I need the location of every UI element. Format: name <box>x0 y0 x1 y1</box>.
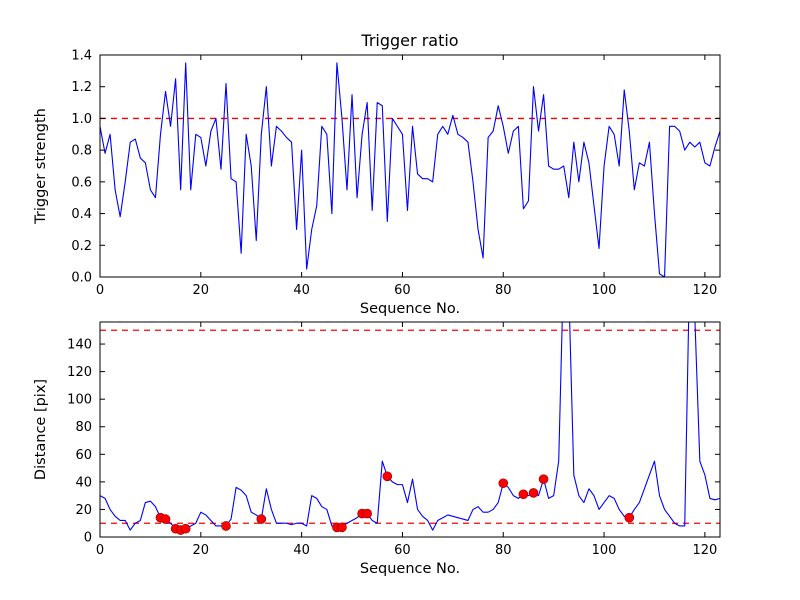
scatter-point <box>498 478 509 489</box>
x-tick-label: 0 <box>96 543 104 558</box>
scatter-point <box>362 508 372 519</box>
x-tick-label: 120 <box>692 543 717 558</box>
y-tick-label: 1.4 <box>71 49 92 64</box>
subplot-0: 0 20 40 60 80 100 120 0.0 0.2 0.4 0.6 0.8 1.0 1.2 1.4 T… <box>33 31 721 317</box>
x-tick-label: 80 <box>495 283 512 298</box>
scatter-point <box>221 521 231 531</box>
scatter-point <box>382 471 393 482</box>
scatter-point <box>337 522 347 533</box>
y-axis-label: Distance [pix] <box>33 379 49 480</box>
x-tick-label: 40 <box>293 543 310 558</box>
x-tick-label: 100 <box>592 283 617 298</box>
subplot-1: 0 20 40 60 80 100 120 0 20 40 60 80 100 120 140 Sequenc… <box>33 321 721 577</box>
x-tick-label: 40 <box>293 283 310 298</box>
y-tick-label: 140 <box>67 338 92 353</box>
scatter-point <box>180 523 191 534</box>
x-axis-label: Sequence No. <box>360 561 460 577</box>
y-tick-label: 1.2 <box>71 80 92 95</box>
y-tick-label: 1.0 <box>71 112 92 127</box>
y-tick-label: 0.6 <box>71 175 92 190</box>
x-axis-label: Sequence No. <box>360 301 460 317</box>
x-tick-label: 20 <box>193 543 210 558</box>
scatter-point <box>160 514 171 524</box>
scatter-point <box>538 474 549 484</box>
axes-frame <box>99 321 721 538</box>
x-tick-label: 100 <box>592 543 617 558</box>
scatter-point <box>256 514 267 524</box>
y-tick-label: 60 <box>75 448 92 463</box>
x-tick-label: 80 <box>495 543 512 558</box>
y-tick-label: 0.2 <box>71 239 92 254</box>
scatter-point <box>518 489 529 500</box>
axes-frame <box>99 54 721 278</box>
scatter-point <box>528 488 539 498</box>
y-tick-label: 120 <box>67 365 92 380</box>
y-tick-label: 0.4 <box>71 207 92 222</box>
x-tick-label: 0 <box>96 283 104 298</box>
scatter-point <box>624 512 635 523</box>
y-tick-label: 40 <box>75 475 92 490</box>
y-tick-label: 100 <box>67 393 92 408</box>
x-tick-label: 120 <box>692 283 717 298</box>
y-tick-label: 0.8 <box>71 144 92 159</box>
data-line <box>100 62 720 277</box>
x-tick-label: 60 <box>394 283 411 298</box>
data-line <box>100 322 720 531</box>
chart-title: Trigger ratio <box>360 31 458 50</box>
y-axis-label: Trigger strength <box>33 108 49 225</box>
y-tick-label: 0 <box>84 531 92 546</box>
y-tick-label: 80 <box>75 420 92 435</box>
x-tick-label: 60 <box>394 543 411 558</box>
x-tick-label: 20 <box>193 283 210 298</box>
y-tick-label: 0.0 <box>71 271 92 286</box>
plot-background <box>100 322 720 537</box>
y-tick-label: 20 <box>75 503 92 518</box>
